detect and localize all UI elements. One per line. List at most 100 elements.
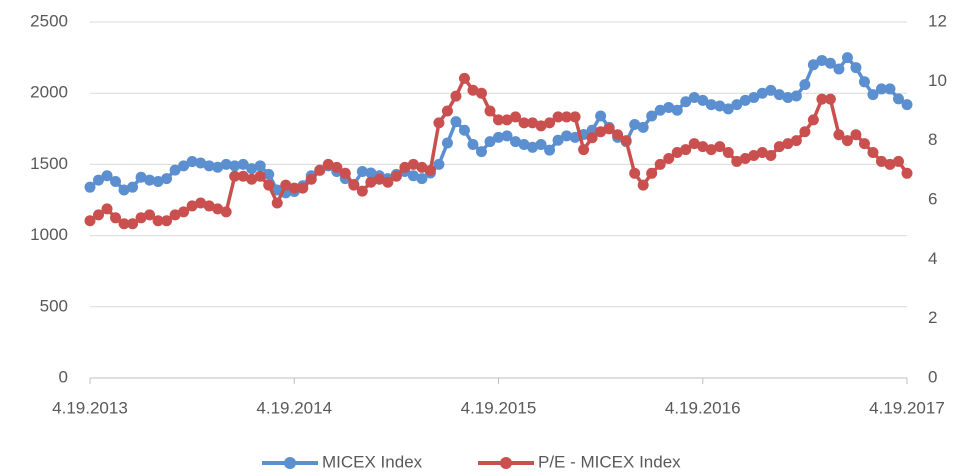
legend-label: P/E - MICEX Index [538, 452, 681, 471]
point [654, 158, 666, 170]
point [544, 144, 556, 156]
point [901, 167, 913, 179]
point [152, 215, 164, 227]
point [569, 111, 581, 123]
point [322, 158, 334, 170]
point [646, 167, 658, 179]
point [365, 167, 377, 179]
y-tick-label: 1000 [30, 225, 68, 244]
point [484, 105, 496, 117]
point [433, 117, 445, 129]
point [535, 120, 547, 132]
point [552, 134, 564, 146]
point [705, 144, 717, 156]
y2-tick-label: 8 [928, 130, 937, 149]
point [578, 144, 590, 156]
point [629, 119, 641, 131]
point [254, 170, 266, 182]
point [510, 136, 522, 148]
point [458, 72, 470, 84]
point [858, 138, 870, 150]
point [722, 147, 734, 159]
point [84, 215, 96, 227]
point [493, 131, 504, 143]
point [841, 52, 853, 64]
point [867, 89, 879, 101]
point [535, 138, 547, 150]
point [144, 174, 156, 186]
point [518, 138, 530, 150]
point [416, 173, 428, 185]
point [884, 158, 896, 170]
point [518, 117, 530, 129]
point [799, 79, 811, 91]
point [263, 168, 275, 180]
point [875, 83, 887, 95]
point [790, 90, 802, 102]
point [135, 212, 147, 224]
x-tick-label: 4.19.2013 [52, 398, 128, 417]
point [697, 141, 709, 153]
point [314, 164, 326, 176]
point [127, 218, 139, 230]
y2-tick-label: 4 [928, 249, 937, 268]
legend-marker [500, 457, 512, 469]
point [484, 136, 496, 148]
point [892, 93, 904, 105]
point [807, 59, 819, 71]
point [212, 203, 224, 215]
y2-tick-label: 2 [928, 308, 937, 327]
point [101, 203, 113, 215]
point [782, 138, 794, 150]
point [373, 173, 385, 185]
point [229, 170, 241, 182]
point [858, 76, 870, 88]
point [101, 170, 113, 182]
point [892, 155, 904, 167]
y-tick-label: 1500 [30, 154, 68, 173]
point [186, 200, 198, 212]
point [475, 146, 487, 158]
point [305, 173, 317, 185]
point [152, 175, 164, 187]
point [544, 117, 556, 129]
y2-tick-label: 6 [928, 189, 937, 208]
point [450, 116, 462, 128]
point [135, 171, 147, 183]
point [816, 93, 828, 105]
point [782, 91, 794, 103]
point [850, 62, 862, 74]
point [561, 111, 573, 123]
point [867, 147, 879, 159]
point [458, 124, 470, 136]
point [212, 161, 224, 173]
point [271, 197, 283, 209]
point [356, 166, 368, 178]
point [688, 138, 700, 150]
point [901, 99, 913, 111]
point [833, 63, 845, 75]
point [169, 164, 181, 176]
point [671, 104, 683, 116]
point [237, 158, 249, 170]
point [195, 157, 207, 169]
point [595, 110, 607, 122]
x-tick-label: 4.19.2017 [869, 398, 945, 417]
point [731, 99, 743, 111]
point [229, 160, 241, 172]
point [441, 137, 453, 149]
legend-label: MICEX Index [322, 452, 423, 471]
point [339, 167, 351, 179]
point [288, 182, 300, 194]
y-tick-label: 500 [40, 296, 68, 315]
point [246, 163, 258, 175]
point [756, 147, 768, 159]
point [688, 91, 700, 103]
point [637, 179, 649, 191]
point [254, 160, 266, 172]
y-tick-label: 2500 [30, 11, 68, 30]
point [722, 103, 734, 115]
point [501, 130, 513, 142]
point [263, 179, 275, 191]
point [433, 158, 445, 170]
